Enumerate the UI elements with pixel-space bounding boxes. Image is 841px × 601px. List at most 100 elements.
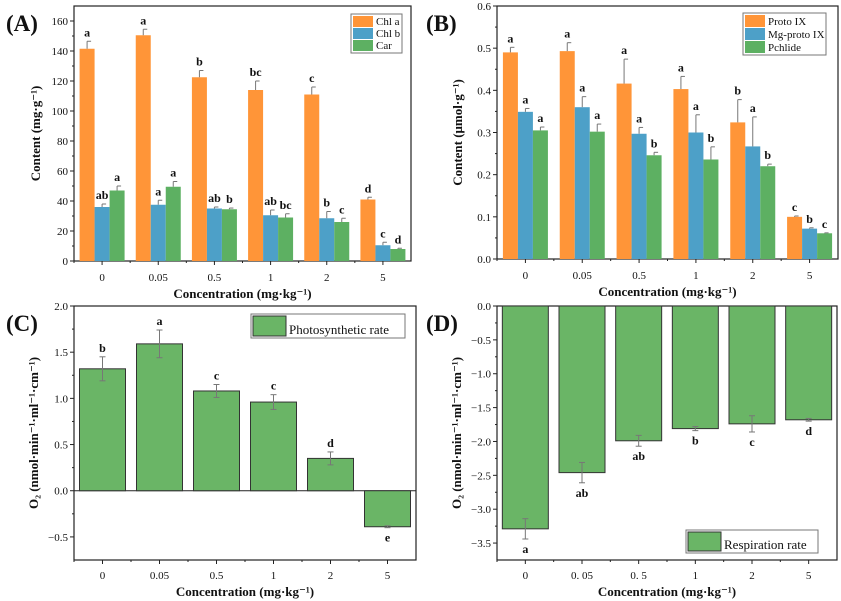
y-tick-label: 100 xyxy=(52,106,69,118)
significance-letter: c xyxy=(339,202,345,216)
y-axis-title: Content (mg·g⁻¹) xyxy=(28,86,43,182)
legend-swatch xyxy=(745,41,765,53)
legend-swatch xyxy=(252,315,287,337)
x-axis-title: Concentration (mg·kg⁻¹) xyxy=(173,286,311,301)
bar xyxy=(728,305,776,425)
bar xyxy=(109,190,125,261)
legend-label: Chl b xyxy=(376,28,401,40)
y-tick-label: 1.0 xyxy=(54,393,68,405)
significance-letter: b xyxy=(692,434,699,448)
legend-swatch xyxy=(353,40,373,51)
bar xyxy=(250,401,297,492)
significance-letter: d xyxy=(365,181,372,195)
bar xyxy=(136,343,183,492)
significance-letter: b xyxy=(651,136,658,150)
bar xyxy=(165,186,181,261)
significance-letter: b xyxy=(764,148,771,162)
bar xyxy=(671,305,719,430)
significance-letter: b xyxy=(196,55,203,69)
x-tick-label: 0.05 xyxy=(149,272,169,284)
bar xyxy=(760,166,776,259)
significance-letter: ab xyxy=(264,194,277,208)
y-tick-label: 40 xyxy=(57,196,69,208)
significance-letter: ab xyxy=(576,486,589,500)
significance-letter: c xyxy=(380,226,386,240)
significance-letter: a xyxy=(155,184,161,198)
x-axis-title: Concentration (mg·kg⁻¹) xyxy=(598,284,736,299)
legend-swatch xyxy=(687,531,722,552)
significance-letter: ab xyxy=(96,188,109,202)
bar xyxy=(703,159,719,259)
panel-label: (A) xyxy=(6,11,38,36)
bar xyxy=(559,51,575,259)
y-tick-label: −1.0 xyxy=(471,369,491,381)
x-tick-label: 0 xyxy=(100,570,106,582)
bar xyxy=(191,77,207,261)
legend-swatch xyxy=(745,28,765,40)
x-tick-label: 0 xyxy=(523,570,529,582)
bar xyxy=(221,209,237,261)
legend-label: Car xyxy=(376,40,392,52)
bar xyxy=(730,122,746,259)
significance-letter: ab xyxy=(632,449,645,463)
x-tick-label: 0.05 xyxy=(573,270,593,282)
y-tick-label: 120 xyxy=(52,76,69,88)
significance-letter: a xyxy=(594,108,600,122)
bar xyxy=(631,133,647,259)
significance-letter: bc xyxy=(280,198,293,212)
y-tick-label: 20 xyxy=(57,226,69,238)
x-tick-label: 0. 5 xyxy=(630,570,647,582)
significance-letter: b xyxy=(323,196,330,210)
panel-label: (B) xyxy=(426,11,457,36)
y-tick-label: 0.4 xyxy=(477,85,491,97)
chart-panel-b: 0.00.10.20.30.40.50.60 0.05 0.5 1 2 5a aaabcaa… xyxy=(426,1,839,299)
bar xyxy=(745,146,761,259)
y-tick-label: 2.0 xyxy=(54,301,68,313)
y-axis-title: O₂ (nmol·min⁻¹·ml⁻¹·cm⁻¹) xyxy=(26,357,41,509)
x-tick-label: 1 xyxy=(693,570,699,582)
legend-label: Respiration rate xyxy=(724,537,807,552)
significance-letter: c xyxy=(214,369,220,383)
y-tick-label: 160 xyxy=(52,16,69,28)
legend-label: Pchlide xyxy=(768,42,801,54)
y-tick-label: −0.5 xyxy=(471,335,491,347)
x-tick-label: 0.5 xyxy=(632,270,646,282)
y-tick-label: −0.5 xyxy=(48,532,68,544)
significance-letter: a xyxy=(693,99,699,113)
bar xyxy=(278,217,294,261)
significance-letter: e xyxy=(385,531,391,545)
bar xyxy=(334,222,350,261)
bar xyxy=(79,368,126,492)
bar xyxy=(319,218,335,261)
y-tick-label: −2.0 xyxy=(471,436,491,448)
bar xyxy=(517,111,533,259)
significance-letter: a xyxy=(140,13,146,27)
legend: Photosynthetic rate xyxy=(250,313,406,339)
significance-letter: a xyxy=(621,43,627,57)
bar xyxy=(787,216,803,259)
significance-letter: c xyxy=(792,200,798,214)
bar xyxy=(304,94,320,261)
bar xyxy=(248,90,264,261)
x-tick-label: 1 xyxy=(271,570,277,582)
significance-letter: a xyxy=(564,27,570,41)
bar xyxy=(646,155,662,259)
panel-label: (C) xyxy=(6,311,38,336)
bar xyxy=(360,199,376,261)
significance-letter: a xyxy=(157,314,163,328)
y-tick-label: 0 xyxy=(63,256,69,268)
x-tick-label: 0.5 xyxy=(210,570,224,582)
significance-letter: bc xyxy=(250,65,263,79)
significance-letter: a xyxy=(114,170,120,184)
significance-letter: b xyxy=(226,192,233,206)
legend-swatch xyxy=(745,15,765,27)
significance-letter: b xyxy=(734,84,741,98)
x-tick-label: 0. 05 xyxy=(571,570,594,582)
y-tick-label: 0.0 xyxy=(54,486,68,498)
significance-letter: b xyxy=(99,341,106,355)
y-tick-label: 0.2 xyxy=(477,170,491,182)
significance-letter: c xyxy=(749,435,755,449)
y-tick-label: 60 xyxy=(57,166,69,178)
x-tick-label: 0 xyxy=(523,270,529,282)
x-tick-label: 0.05 xyxy=(150,570,170,582)
